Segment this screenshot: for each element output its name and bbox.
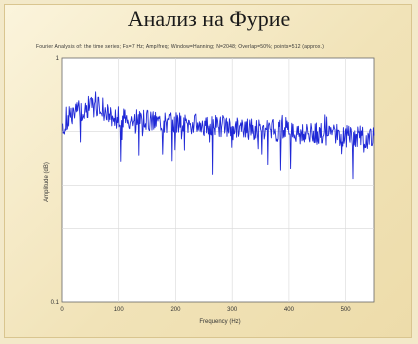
x-tick-label: 500: [341, 307, 352, 313]
x-ticks: 0 100 200 300 400 500: [60, 307, 351, 313]
x-tick-label: 200: [170, 307, 181, 313]
y-ticks: 10.1: [51, 56, 60, 306]
y-tick-label: 1: [56, 56, 60, 62]
chart-title: Анализ на Фурие: [127, 6, 291, 31]
plot-area: [61, 57, 375, 303]
x-tick-label: 300: [227, 307, 238, 313]
series-group: [62, 91, 375, 180]
spectrum-line: [62, 91, 375, 180]
y-axis-label: Amplitude (dB): [44, 162, 50, 202]
x-axis-label: Frequency (Hz): [199, 319, 240, 325]
chart-subtitle: Fourier Analysis of: the time series; Fs…: [36, 44, 325, 50]
x-tick-label: 0: [60, 307, 64, 313]
grid: [62, 58, 374, 302]
x-tick-label: 100: [114, 307, 125, 313]
y-tick-label: 0.1: [51, 300, 60, 306]
x-tick-label: 400: [284, 307, 295, 313]
